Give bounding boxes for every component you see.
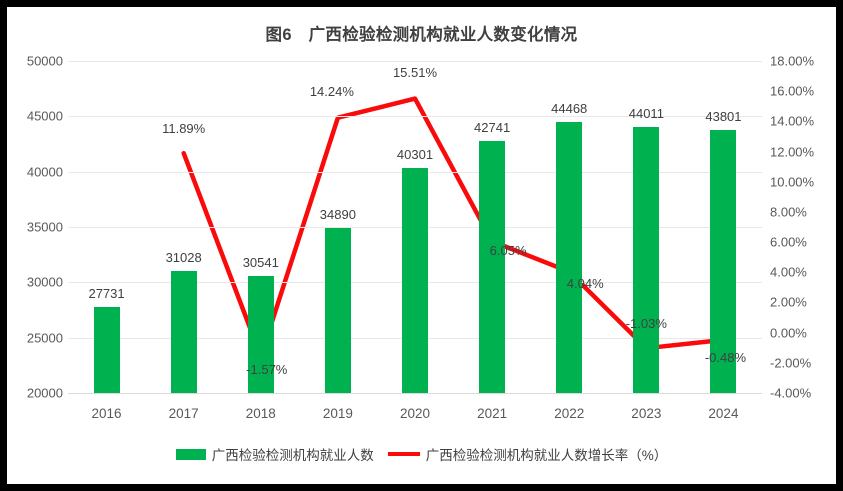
x-axis-tick-2019: 2019 bbox=[322, 406, 353, 421]
x-axis-tick-2016: 2016 bbox=[91, 406, 122, 421]
bar-value-label-2016: 27731 bbox=[88, 286, 125, 302]
y-axis-right-tick: 12.00% bbox=[770, 144, 815, 160]
legend-item-employment-count[interactable]: 广西检验检测机构就业人数 bbox=[175, 444, 374, 464]
x-axis-tick-2020: 2020 bbox=[399, 406, 431, 421]
legend-item-growth-rate[interactable]: 广西检验检测机构就业人数增长率（%） bbox=[387, 444, 668, 464]
y-axis-left-tick: 45000 bbox=[26, 108, 63, 124]
y-axis-right-tick: 16.00% bbox=[770, 83, 815, 99]
bar-2018[interactable] bbox=[247, 276, 274, 393]
bar-2024[interactable] bbox=[710, 129, 737, 393]
bar-value-label-2021: 42741 bbox=[474, 120, 511, 136]
x-axis-tick-2021: 2021 bbox=[477, 406, 508, 421]
bar-2016[interactable] bbox=[93, 307, 120, 393]
y-axis-right-tick: -4.00% bbox=[770, 385, 812, 401]
growth-rate-label-2021: 6.05% bbox=[489, 243, 527, 259]
bar-value-label-2018: 30541 bbox=[242, 255, 279, 271]
y-axis-right-tick: 0.00% bbox=[770, 325, 807, 341]
y-axis-right-tick: 10.00% bbox=[770, 174, 815, 190]
growth-rate-label-2017: 11.89% bbox=[162, 121, 206, 137]
x-axis: 2016 2017 2018 2019 2020 2021 2022 2023 2024 bbox=[68, 400, 762, 424]
y-axis-right-tick: 18.00% bbox=[770, 53, 815, 69]
y-axis-right: -4.00% -2.00% 0.00% 2.00% 4.00% 6.00% 8.00% 10.… bbox=[770, 54, 836, 401]
x-axis-tick-2024: 2024 bbox=[708, 406, 739, 421]
y-axis-right-tick: 14.00% bbox=[770, 113, 815, 129]
gridline bbox=[68, 61, 762, 62]
y-axis-left-tick: 30000 bbox=[26, 274, 63, 290]
chart-container: 图6 广西检验检测机构就业人数变化情况 20000 25000 30000 35000… bbox=[7, 7, 836, 484]
growth-rate-label-2024: -0.48% bbox=[704, 349, 747, 365]
gridline bbox=[68, 116, 762, 118]
y-axis-left-tick: 35000 bbox=[26, 219, 63, 235]
y-axis-left-tick: 20000 bbox=[26, 385, 63, 401]
y-axis-right-tick: 6.00% bbox=[770, 234, 807, 250]
bar-value-label-2019: 34890 bbox=[319, 207, 356, 223]
bar-value-label-2017: 31028 bbox=[165, 249, 202, 265]
y-axis-right-tick: 4.00% bbox=[770, 264, 807, 280]
x-axis-tick-2023: 2023 bbox=[631, 406, 662, 421]
growth-rate-label-2018: -1.57% bbox=[246, 362, 288, 378]
x-axis-line bbox=[68, 393, 762, 394]
growth-rate-label-2020: 15.51% bbox=[392, 64, 438, 80]
y-axis-right-tick: 2.00% bbox=[770, 294, 807, 310]
y-axis-right-tick: -2.00% bbox=[770, 355, 812, 371]
bar-2022[interactable] bbox=[556, 122, 583, 393]
bar-2023[interactable] bbox=[633, 127, 660, 393]
x-axis-tick-2022: 2022 bbox=[554, 406, 585, 421]
y-axis-left-tick: 40000 bbox=[26, 164, 63, 180]
legend-label-growth-rate: 广西检验检测机构就业人数增长率（%） bbox=[425, 448, 668, 463]
legend-bar-swatch-icon bbox=[175, 448, 206, 460]
y-axis-left-tick: 50000 bbox=[26, 53, 63, 69]
bar-2021[interactable] bbox=[479, 141, 506, 393]
bar-value-label-2022: 44468 bbox=[551, 101, 588, 117]
x-axis-tick-2017: 2017 bbox=[168, 406, 199, 421]
bar-2017[interactable] bbox=[170, 270, 197, 393]
bar-2020[interactable] bbox=[402, 168, 428, 393]
bar-value-label-2020: 40301 bbox=[396, 147, 434, 163]
bar-2019[interactable] bbox=[324, 228, 351, 393]
y-axis-right-tick: 8.00% bbox=[770, 204, 807, 220]
plot-area: 27731 31028 30541 34890 40301 42741 44468 44011… bbox=[68, 61, 762, 394]
y-axis-left-tick: 25000 bbox=[26, 330, 63, 346]
bar-value-label-2024: 43801 bbox=[705, 108, 742, 124]
chart-title: 图6 广西检验检测机构就业人数变化情况 bbox=[265, 26, 578, 44]
legend-line-swatch-icon bbox=[387, 452, 420, 456]
y-axis-left: 20000 25000 30000 35000 40000 45000 50000 bbox=[7, 54, 63, 401]
chart-legend: 广西检验检测机构就业人数 广西检验检测机构就业人数增长率（%） bbox=[7, 444, 836, 464]
x-axis-tick-2018: 2018 bbox=[245, 406, 276, 421]
growth-rate-label-2023: -1.03% bbox=[625, 316, 667, 332]
growth-rate-label-2019: 14.24% bbox=[309, 83, 354, 99]
legend-label-employment-count: 广西检验检测机构就业人数 bbox=[211, 448, 374, 463]
bar-value-label-2023: 44011 bbox=[628, 106, 664, 122]
growth-rate-label-2022: 4.04% bbox=[566, 275, 604, 291]
